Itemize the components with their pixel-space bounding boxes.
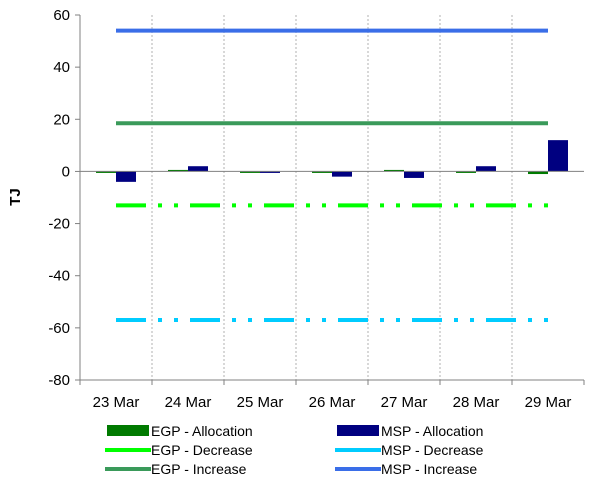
bar	[240, 171, 260, 173]
legend-label: EGP - Allocation	[151, 423, 253, 439]
x-tick-label: 26 Mar	[309, 394, 356, 411]
bar	[260, 171, 280, 173]
bar	[188, 166, 208, 172]
y-axis-label: TJ	[7, 188, 24, 206]
y-tick-label: 0	[62, 163, 70, 180]
legend-label: EGP - Decrease	[151, 442, 253, 458]
bar	[404, 171, 424, 178]
legend: EGP - Allocation MSP - Allocation EGP - De…	[105, 423, 484, 477]
marks-layer	[96, 28, 568, 323]
legend-label: MSP - Decrease	[381, 442, 484, 458]
legend-label: EGP - Increase	[151, 461, 247, 477]
bar	[332, 171, 352, 177]
x-tick-label: 28 Mar	[453, 394, 500, 411]
bar	[384, 169, 404, 172]
grid-layer	[151, 15, 513, 380]
x-tick-label: 27 Mar	[381, 394, 428, 411]
y-tick-label: 20	[53, 111, 70, 128]
y-tick-label: -60	[48, 320, 70, 337]
legend-label: MSP - Allocation	[381, 423, 483, 439]
legend-swatch	[337, 425, 379, 436]
bar	[548, 140, 568, 172]
legend-label: MSP - Increase	[381, 461, 477, 477]
y-tick-label: -40	[48, 268, 70, 285]
bar	[456, 171, 476, 173]
y-tick-label: 60	[53, 7, 70, 24]
y-tick-label: 40	[53, 59, 70, 76]
bar	[168, 169, 188, 172]
y-tick-label: -20	[48, 216, 70, 233]
bar	[96, 171, 116, 173]
legend-swatch	[107, 425, 149, 436]
y-tick-label: -80	[48, 372, 70, 389]
x-tick-label: 23 Mar	[93, 394, 140, 411]
bar	[312, 171, 332, 173]
x-tick-label: 29 Mar	[525, 394, 572, 411]
x-tick-label: 25 Mar	[237, 394, 284, 411]
axis-layer: 60 40 20 0 -20 -40 -60 -80 23 Mar 24 Mar 25 Mar 26 …	[48, 7, 585, 411]
bar	[476, 166, 496, 172]
bar	[116, 171, 136, 182]
x-tick-label: 24 Mar	[165, 394, 212, 411]
bar	[528, 171, 548, 175]
